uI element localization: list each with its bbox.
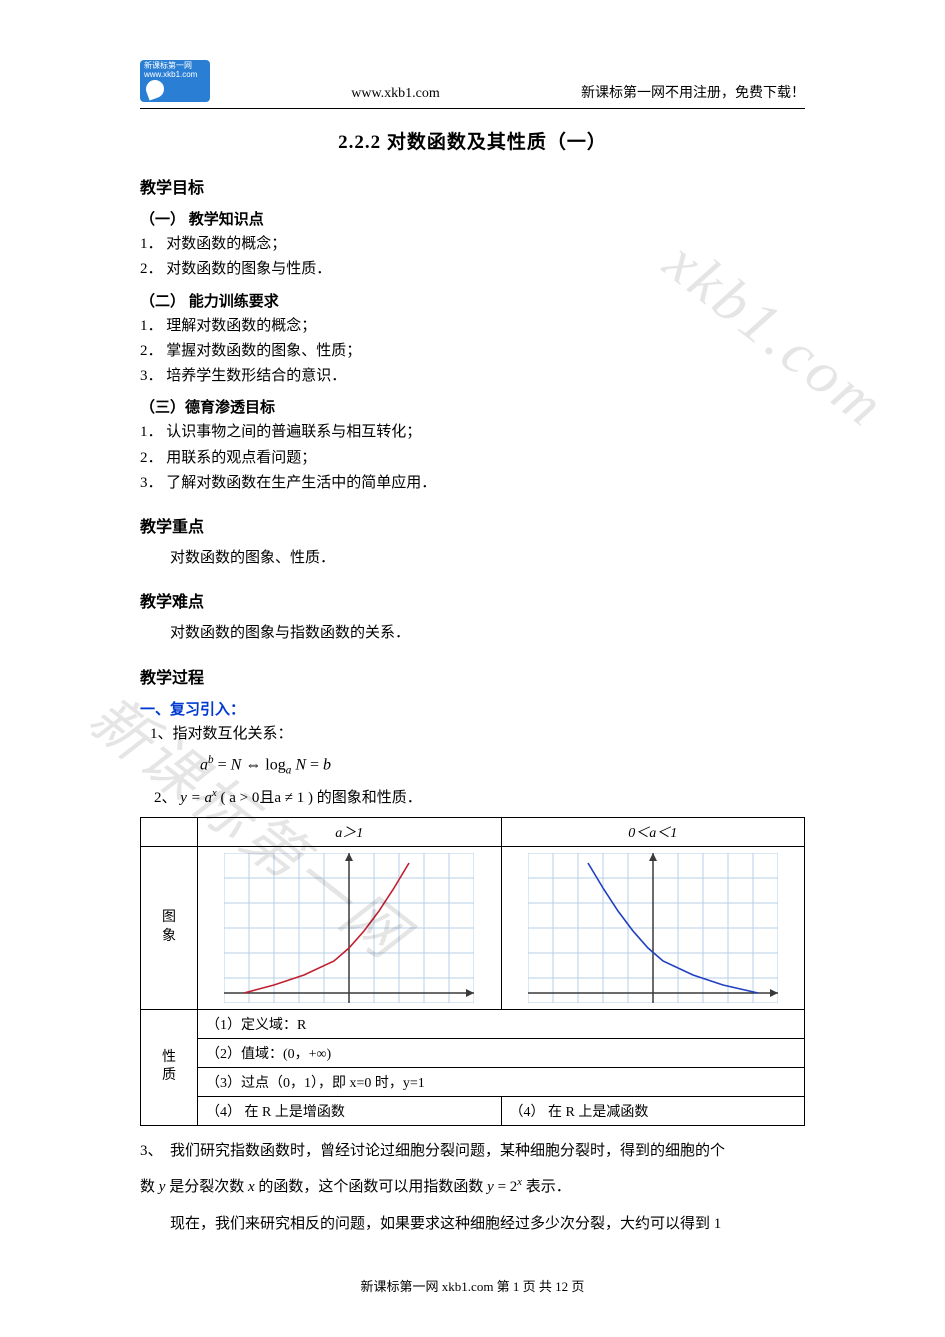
logo-text-2: www.xkb1.com xyxy=(144,71,206,80)
review-item-1: 1、指对数互化关系： xyxy=(150,723,805,746)
exp-decreasing-chart xyxy=(528,853,778,1003)
review-item-2: 2、 y = ax ( a > 0且a ≠ 1 ) 的图象和性质． xyxy=(154,786,805,810)
heading-goal: 教学目标 xyxy=(140,174,805,198)
page-header: 新课标第一网 www.xkb1.com www.xkb1.com 新课标第一网不… xyxy=(140,60,805,109)
goal2-item: 2． 掌握对数函数的图象、性质； xyxy=(140,340,805,363)
col-head-a-lt-1: 0＜a＜1 xyxy=(501,817,805,846)
paragraph-3a: 3、 我们研究指数函数时，曾经讨论过细胞分裂问题，某种细胞分裂时，得到的细胞的个 xyxy=(140,1140,805,1163)
focus-text: 对数函数的图象、性质． xyxy=(140,547,805,570)
review-heading: 一、复习引入： xyxy=(140,698,805,719)
sub-heading-2: （二） 能力训练要求 xyxy=(140,290,805,311)
properties-table: a＞1 0＜a＜1 图 象 性 质 （1）定义域：R （2）值域：(0，+∞) … xyxy=(140,817,805,1126)
header-url: www.xkb1.com xyxy=(230,86,561,102)
review2-prefix: 2、 xyxy=(154,790,180,806)
prop-row: （3）过点（0，1），即 x=0 时，y=1 xyxy=(198,1067,805,1096)
heading-difficulty: 教学难点 xyxy=(140,588,805,612)
row-label-graph: 图 象 xyxy=(141,846,198,1009)
graph-cell-increasing xyxy=(198,846,502,1009)
logo-badge: 新课标第一网 www.xkb1.com xyxy=(140,60,210,102)
goal2-item: 1． 理解对数函数的概念； xyxy=(140,315,805,338)
header-note: 新课标第一网不用注册，免费下载！ xyxy=(581,82,805,102)
goal3-item: 2． 用联系的观点看问题； xyxy=(140,447,805,470)
formula-log-exp: ab = N ⇔ loga N = b xyxy=(200,754,805,777)
sub-heading-3: （三）德育渗透目标 xyxy=(140,396,805,417)
document-title: 2.2.2 对数函数及其性质（一） xyxy=(140,127,805,154)
goal2-item: 3． 培养学生数形结合的意识． xyxy=(140,365,805,388)
col-head-a-gt-1: a＞1 xyxy=(198,817,502,846)
goal3-item: 1． 认识事物之间的普遍联系与相互转化； xyxy=(140,421,805,444)
graph-cell-decreasing xyxy=(501,846,805,1009)
prop-row: （2）值域：(0，+∞) xyxy=(198,1038,805,1067)
goal3-item: 3． 了解对数函数在生产生活中的简单应用． xyxy=(140,472,805,495)
page-footer: 新课标第一网 xkb1.com 第 1 页 共 12 页 xyxy=(140,1276,805,1295)
paragraph-3b: 数 y 是分裂次数 x 的函数，这个函数可以用指数函数 y = 2x 表示． xyxy=(140,1175,805,1199)
difficulty-text: 对数函数的图象与指数函数的关系． xyxy=(140,622,805,645)
prop-row: （1）定义域：R xyxy=(198,1009,805,1038)
paragraph-4: 现在，我们来研究相反的问题，如果要求这种细胞经过多少次分裂，大约可以得到 1 xyxy=(140,1213,805,1236)
exp-increasing-chart xyxy=(224,853,474,1003)
review2-suffix: 的图象和性质． xyxy=(317,790,422,806)
sub-heading-1: （一） 教学知识点 xyxy=(140,208,805,229)
goal1-item: 2． 对数函数的图象与性质． xyxy=(140,258,805,281)
row-label-properties: 性 质 xyxy=(141,1009,198,1125)
heading-focus: 教学重点 xyxy=(140,513,805,537)
prop-row-4-left: （4） 在 R 上是增函数 xyxy=(198,1096,502,1125)
heading-process: 教学过程 xyxy=(140,664,805,688)
prop-row-4-right: （4） 在 R 上是减函数 xyxy=(501,1096,805,1125)
goal1-item: 1． 对数函数的概念； xyxy=(140,233,805,256)
